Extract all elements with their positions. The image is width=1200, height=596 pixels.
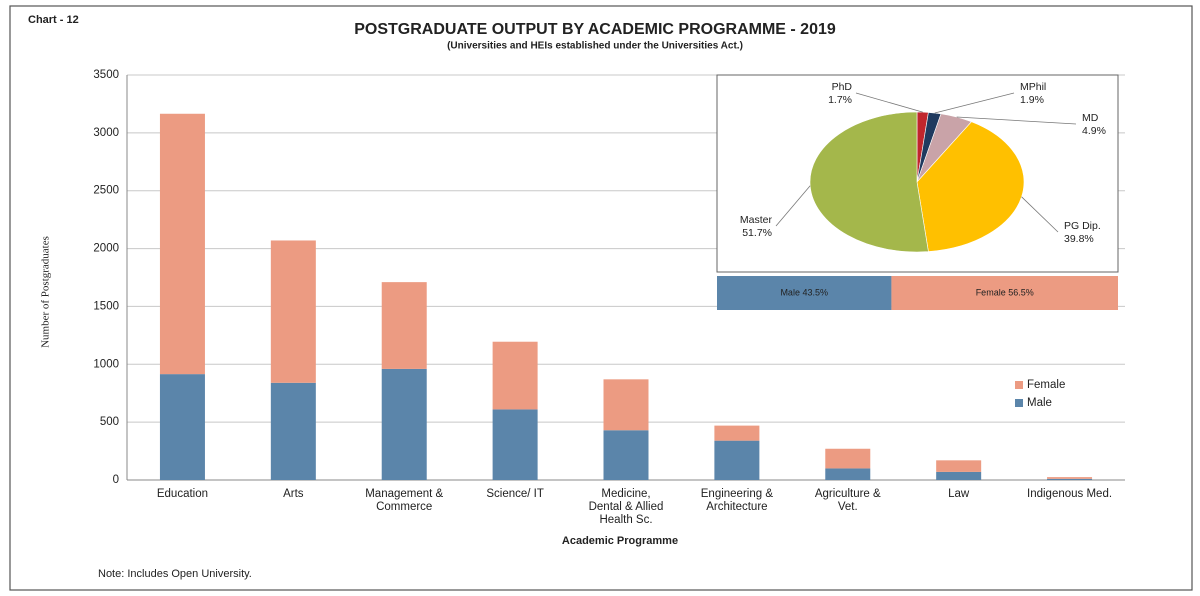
bar-segment: [270, 382, 316, 480]
pie-category-label: PG Dip.: [1064, 220, 1101, 232]
pie-category-label: MD: [1082, 112, 1099, 124]
leader-line: [775, 185, 811, 227]
leader-line: [855, 92, 923, 113]
y-tick-label: 1000: [93, 358, 119, 370]
x-tick-label: Arts: [283, 488, 304, 500]
bar-segment: [492, 409, 538, 480]
chart-subtitle: (Universities and HEIs established under…: [447, 41, 743, 52]
x-tick-label: Medicine, Dental & Allied Health Sc.: [588, 488, 664, 526]
legend-label: Male: [1027, 397, 1052, 409]
y-tick-label: 2000: [93, 243, 119, 255]
y-tick-label: 1500: [93, 300, 119, 312]
leader-line: [956, 116, 1077, 125]
bar-segment: [603, 379, 649, 431]
x-tick-label: Engineering & Architecture: [700, 488, 773, 513]
bar-segment: [603, 430, 649, 480]
pie-value-label: 51.7%: [742, 227, 772, 239]
pie-value-label: 1.7%: [828, 94, 852, 106]
bar-segment: [159, 113, 205, 375]
x-axis-label: Academic Programme: [562, 535, 678, 547]
legend-label: Female: [1027, 379, 1065, 391]
pie-value-label: 39.8%: [1064, 233, 1094, 245]
y-tick-label: 500: [100, 416, 119, 428]
bar-segment: [714, 425, 760, 441]
bar-segment: [381, 368, 427, 480]
chart-label: Chart - 12: [28, 14, 79, 26]
leader-line: [1021, 196, 1059, 233]
bar-segment: [936, 471, 982, 480]
y-tick-label: 3500: [93, 69, 119, 81]
gender-label: Female 56.5%: [976, 287, 1034, 297]
gender-segment: [717, 276, 892, 310]
y-tick-label: 0: [113, 474, 119, 486]
bar-segment: [270, 240, 316, 383]
y-tick-label: 2500: [93, 185, 119, 197]
x-tick-label: Management & Commerce: [365, 488, 444, 513]
x-tick-label: Science/ IT: [486, 488, 544, 500]
chart-title: POSTGRADUATE OUTPUT BY ACADEMIC PROGRAMM…: [354, 21, 836, 38]
gender-segment: [891, 276, 1118, 310]
pie-slice: [916, 121, 1025, 252]
bar-segment: [1047, 477, 1093, 479]
bar-segment: [714, 440, 760, 480]
bar-segment: [492, 341, 538, 410]
x-tick-label: Law: [948, 488, 970, 500]
bar-segment: [825, 468, 871, 480]
pie-value-label: 1.9%: [1020, 94, 1044, 106]
legend-swatch: [1015, 381, 1023, 389]
pie-category-label: PhD: [832, 81, 853, 93]
y-tick-label: 3000: [93, 127, 119, 139]
pie-category-label: Master: [740, 214, 773, 226]
bar-segment: [381, 282, 427, 369]
y-axis-label: Number of Postgraduates: [40, 236, 52, 348]
pie-slice: [809, 111, 929, 253]
pie-value-label: 4.9%: [1082, 125, 1106, 137]
leader-line: [934, 92, 1015, 114]
bar-segment: [159, 374, 205, 480]
x-tick-label: Agriculture & Vet.: [814, 488, 881, 513]
bar-segment: [1047, 478, 1093, 480]
bar-segment: [825, 448, 871, 469]
x-tick-label: Education: [156, 488, 209, 500]
gender-label: Male 43.5%: [780, 287, 828, 297]
bar-segment: [936, 460, 982, 472]
x-tick-label: Indigenous Med.: [1027, 488, 1113, 500]
note: Note: Includes Open University.: [98, 568, 252, 580]
legend-swatch: [1015, 399, 1023, 407]
pie-category-label: MPhil: [1020, 81, 1046, 93]
